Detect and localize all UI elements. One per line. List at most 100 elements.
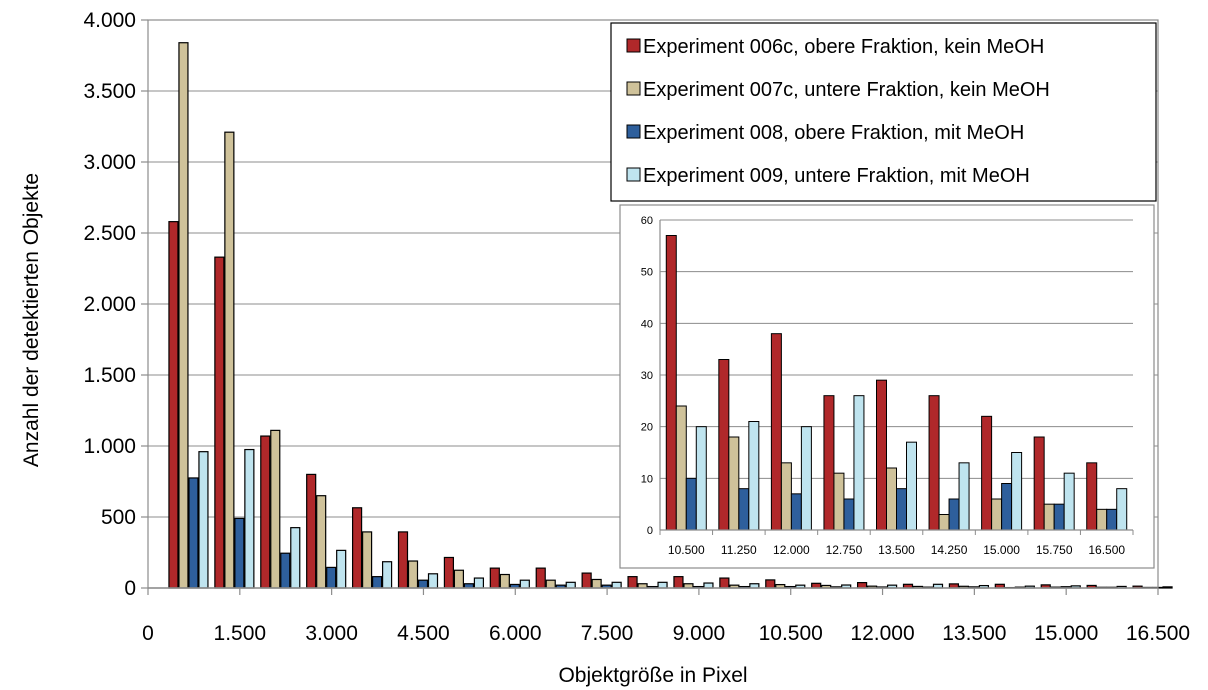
main-x-tick-label: 15.000 — [1034, 622, 1098, 645]
inset-x-tick-label: 10.500 — [668, 543, 705, 557]
x-axis-label: Objektgröße in Pixel — [558, 664, 747, 687]
inset-bar-series-3 — [790, 493, 802, 531]
inset-bar-series-3 — [1001, 483, 1013, 531]
legend-box — [610, 22, 1157, 202]
main-bar-series-3 — [234, 517, 245, 589]
inset-bar-series-1 — [876, 379, 887, 531]
inset-bar-series-1 — [928, 395, 940, 531]
main-bar-series-1 — [856, 582, 868, 589]
main-bar-series-2 — [407, 560, 419, 589]
main-x-tick-label: 9.000 — [673, 622, 726, 645]
main-bar-series-4 — [381, 561, 393, 589]
main-bar-series-3 — [417, 579, 429, 589]
main-x-tick-label: 1.500 — [214, 622, 267, 645]
inset-bar-series-2 — [991, 498, 1003, 531]
inset-bar-series-2 — [1096, 508, 1108, 531]
inset-bar-series-3 — [896, 488, 907, 531]
main-bar-series-2 — [545, 579, 556, 589]
main-bar-series-3 — [326, 566, 337, 589]
main-bar-series-1 — [214, 256, 225, 589]
legend-swatch — [626, 124, 641, 139]
main-bar-series-1 — [765, 579, 776, 589]
inset-bar-series-3 — [1106, 508, 1118, 531]
main-bar-series-2 — [270, 429, 281, 589]
inset-bar-series-3 — [685, 477, 697, 531]
inset-bar-series-1 — [823, 395, 835, 531]
inset-bar-series-3 — [948, 498, 960, 531]
main-bar-series-4 — [427, 573, 439, 589]
main-x-tick-label: 6.000 — [489, 622, 542, 645]
inset-bar-series-4 — [695, 426, 707, 531]
y-axis-label: Anzahl der detektierten Objekte — [20, 173, 43, 467]
main-axes — [141, 19, 1159, 595]
main-bar-series-4 — [611, 581, 622, 589]
inset-x-tick-label: 11.250 — [721, 543, 757, 557]
inset-bar-series-2 — [675, 405, 687, 531]
inset-y-tick-label: 50 — [641, 267, 653, 279]
main-bar-series-3 — [371, 576, 383, 589]
inset-bar-series-3 — [738, 488, 750, 531]
main-bar-series-1 — [581, 572, 592, 589]
inset-bar-series-1 — [665, 235, 677, 531]
inset-x-tick-label: 16.500 — [1088, 543, 1125, 557]
main-x-tick-label: 0 — [142, 622, 154, 645]
main-y-tick-label: 0 — [124, 577, 136, 600]
inset-bar-series-4 — [800, 426, 812, 531]
main-x-tick-labels: 0 1.500 3.000 4.500 6.000 7.500 9.000 10.500 12.… — [142, 622, 1190, 645]
main-bar-series-1 — [443, 556, 455, 589]
inset-x-tick-label: 15.000 — [983, 543, 1020, 557]
inset-bar-series-1 — [1033, 436, 1045, 531]
legend-label: Experiment 006c, obere Fraktion, kein Me… — [643, 36, 1044, 58]
main-bar-series-2 — [316, 495, 327, 589]
main-bar-series-2 — [224, 131, 235, 589]
inset-bar-series-1 — [981, 415, 993, 531]
inset-bar-series-1 — [770, 333, 782, 531]
main-y-tick-label: 3.000 — [83, 151, 136, 174]
legend-swatch — [626, 81, 641, 96]
inset-bar-series-2 — [728, 436, 740, 531]
main-bar-series-4 — [290, 527, 301, 589]
inset-bar-series-2 — [886, 467, 897, 531]
inset-y-tick-label: 30 — [641, 370, 653, 382]
inset-x-tick-label: 12.750 — [826, 543, 863, 557]
inset-bar-series-4 — [748, 421, 760, 531]
inset-y-tick-label: 60 — [641, 215, 653, 227]
main-y-tick-labels: 0 500 1.000 1.500 2.000 2.500 3.000 3.500 4.000 — [83, 9, 136, 600]
inset-chart: 0 10 20 30 40 50 60 10.500 11.250 12.000 12.750 13.… — [619, 204, 1155, 569]
legend: Experiment 006c, obere Fraktion, kein Me… — [610, 22, 1157, 202]
main-bar-series-4 — [519, 579, 530, 589]
inset-x-tick-label: 12.000 — [773, 543, 810, 557]
main-bar-series-1 — [673, 576, 684, 589]
inset-bar-series-4 — [906, 441, 917, 531]
main-bar-series-4 — [336, 549, 347, 589]
inset-x-tick-label: 13.500 — [878, 543, 915, 557]
legend-swatch — [626, 167, 641, 182]
main-bar-series-2 — [361, 531, 373, 589]
inset-bar-series-4 — [1011, 452, 1023, 531]
main-x-tick-label: 13.500 — [942, 622, 1006, 645]
inset-bar-series-2 — [1043, 503, 1055, 531]
main-bar-series-3 — [188, 477, 199, 589]
main-x-tick-label: 3.000 — [305, 622, 358, 645]
inset-bar-series-1 — [1086, 462, 1098, 531]
inset-y-tick-label: 0 — [647, 525, 653, 537]
main-bar-series-1 — [489, 567, 500, 589]
main-y-tick-label: 1.000 — [83, 435, 136, 458]
inset-bar-series-3 — [1053, 503, 1065, 531]
main-bar-series-2 — [453, 569, 465, 589]
inset-y-tick-label: 40 — [641, 318, 653, 330]
inset-bar-series-2 — [938, 514, 950, 531]
inset-bar-series-2 — [833, 472, 845, 531]
legend-label: Experiment 008, obere Fraktion, mit MeOH — [643, 122, 1024, 144]
main-x-tick-label: 12.000 — [850, 622, 914, 645]
main-bar-series-4 — [1162, 586, 1173, 589]
main-bar-series-1 — [260, 435, 271, 589]
main-bar-series-3 — [280, 552, 291, 589]
main-bar-series-1 — [535, 567, 546, 589]
main-x-tick-label: 4.500 — [397, 622, 450, 645]
inset-bar-series-2 — [780, 462, 792, 531]
main-bar-series-1 — [397, 531, 409, 589]
main-bar-series-2 — [591, 578, 602, 589]
inset-y-tick-label: 10 — [641, 473, 653, 485]
main-bar-series-4 — [565, 581, 576, 589]
